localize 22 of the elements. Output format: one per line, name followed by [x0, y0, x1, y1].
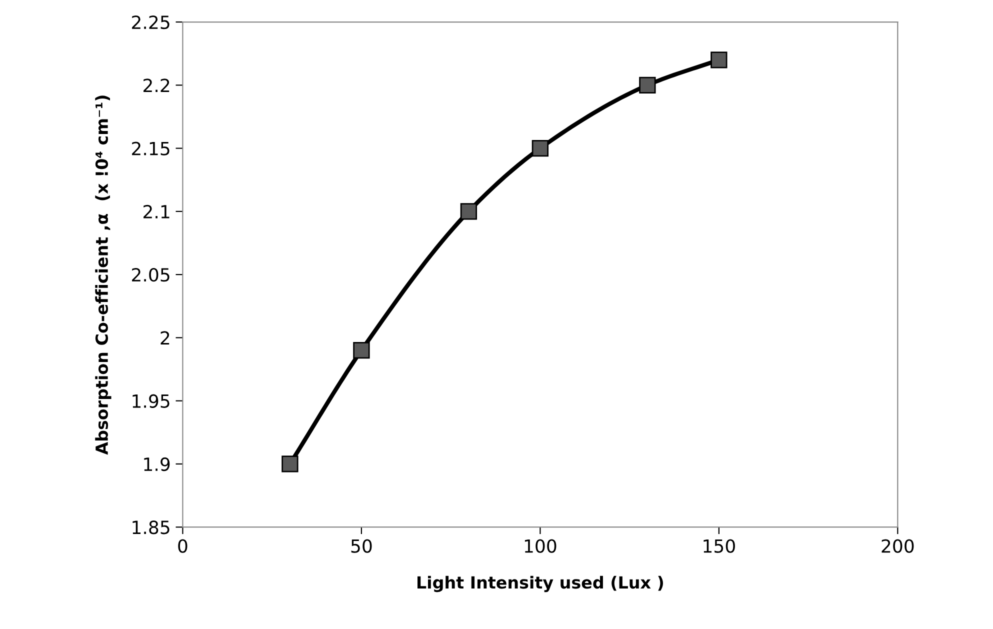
- point: [460, 203, 478, 220]
- x-tick-label: 150: [704, 539, 735, 553]
- y-axis-title: Absorption Co-efficient ,α (x !0⁴ cm⁻¹): [95, 96, 112, 455]
- y-tick-label: 2.1: [144, 204, 170, 218]
- y-tick-label: 2.05: [132, 268, 170, 282]
- point: [710, 52, 728, 68]
- x-axis-title: Light Intensity used (Lux ): [417, 576, 663, 592]
- y-tick-label: 1.9: [144, 457, 170, 472]
- y-tick-label: 2.15: [132, 142, 170, 156]
- y-tick-label: 1.95: [132, 394, 170, 408]
- point: [639, 76, 656, 94]
- x-tick-label: 100: [524, 539, 556, 553]
- point: [353, 342, 370, 359]
- x-tick-label: 200: [882, 539, 914, 553]
- point: [532, 140, 549, 157]
- y-tick-label: 2.25: [132, 15, 170, 30]
- y-tick-label: 2.2: [144, 78, 170, 92]
- y-tick-label: 2: [160, 331, 170, 345]
- point: [282, 456, 298, 472]
- x-tick-label: 50: [351, 539, 372, 553]
- y-tick-label: 1.85: [132, 520, 170, 534]
- x-tick-label: 0: [178, 539, 188, 553]
